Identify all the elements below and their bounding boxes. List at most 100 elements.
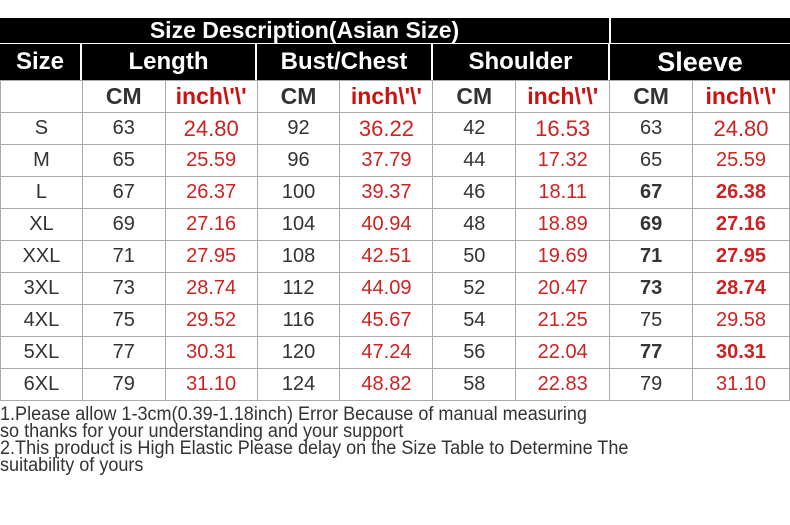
- value-cell: 42.51: [339, 240, 434, 273]
- value-cell: 42: [432, 112, 517, 145]
- value-cell: 104: [256, 208, 341, 241]
- value-cell: 54: [432, 304, 517, 337]
- value-cell: 24.80: [164, 112, 258, 145]
- value-cell: 27.95: [692, 240, 790, 273]
- value-cell: 92: [256, 112, 341, 145]
- value-cell: 31.10: [692, 368, 790, 401]
- value-cell: 18.89: [515, 208, 611, 241]
- size-cell: XXL: [0, 240, 83, 273]
- table-row: XL 69 27.16 104 40.94 48 18.89 69 27.16: [0, 208, 790, 241]
- value-cell: 100: [256, 176, 341, 209]
- value-cell: 37.79: [339, 144, 434, 177]
- value-cell: 24.80: [692, 112, 790, 145]
- table-title: Size Description(Asian Size): [0, 17, 609, 43]
- size-cell: 5XL: [0, 336, 83, 369]
- size-cell: 6XL: [0, 368, 83, 401]
- title-filler: [611, 18, 790, 43]
- value-cell: 31.10: [164, 368, 258, 401]
- value-cell: 29.58: [692, 304, 790, 337]
- value-cell: 67: [81, 176, 166, 209]
- table-row: M 65 25.59 96 37.79 44 17.32 65 25.59: [0, 144, 790, 177]
- value-cell: 77: [81, 336, 166, 369]
- value-cell: 67: [609, 176, 693, 209]
- value-cell: 56: [432, 336, 517, 369]
- value-cell: 75: [609, 304, 693, 337]
- value-cell: 28.74: [164, 272, 258, 305]
- value-cell: 28.74: [692, 272, 790, 305]
- unit-inch: inch\'\': [692, 80, 790, 113]
- value-cell: 36.22: [339, 112, 434, 145]
- unit-inch: inch\'\': [164, 80, 258, 113]
- value-cell: 69: [81, 208, 166, 241]
- size-cell: 3XL: [0, 272, 83, 305]
- header-bust: Bust/Chest: [257, 44, 433, 80]
- value-cell: 73: [81, 272, 166, 305]
- value-cell: 73: [609, 272, 693, 305]
- unit-cm: CM: [609, 80, 693, 113]
- value-cell: 27.16: [164, 208, 258, 241]
- value-cell: 71: [81, 240, 166, 273]
- unit-cell: [0, 80, 83, 113]
- value-cell: 71: [609, 240, 693, 273]
- value-cell: 19.69: [515, 240, 611, 273]
- value-cell: 21.25: [515, 304, 611, 337]
- value-cell: 30.31: [692, 336, 790, 369]
- value-cell: 25.59: [692, 144, 790, 177]
- units-row: CM inch\'\' CM inch\'\' CM inch\'\' CM inch\'\': [0, 80, 790, 113]
- value-cell: 45.67: [339, 304, 434, 337]
- value-cell: 65: [609, 144, 693, 177]
- value-cell: 75: [81, 304, 166, 337]
- note-line: so thanks for your understanding and you…: [0, 421, 404, 442]
- notes: 1.Please allow 1-3cm(0.39-1.18inch) Erro…: [0, 405, 751, 475]
- value-cell: 20.47: [515, 272, 611, 305]
- value-cell: 29.52: [164, 304, 258, 337]
- unit-inch: inch\'\': [339, 80, 434, 113]
- size-cell: 4XL: [0, 304, 83, 337]
- header-sleeve: Sleeve: [610, 44, 790, 80]
- table-row: S 63 24.80 92 36.22 42 16.53 63 24.80: [0, 112, 790, 145]
- value-cell: 96: [256, 144, 341, 177]
- unit-cm: CM: [81, 80, 166, 113]
- value-cell: 46: [432, 176, 517, 209]
- value-cell: 25.59: [164, 144, 258, 177]
- value-cell: 18.11: [515, 176, 611, 209]
- value-cell: 22.04: [515, 336, 611, 369]
- table-row: XXL 71 27.95 108 42.51 50 19.69 71 27.95: [0, 240, 790, 273]
- value-cell: 65: [81, 144, 166, 177]
- table-row: L 67 26.37 100 39.37 46 18.11 67 26.38: [0, 176, 790, 209]
- size-cell: L: [0, 176, 83, 209]
- value-cell: 40.94: [339, 208, 434, 241]
- value-cell: 16.53: [515, 112, 611, 145]
- value-cell: 52: [432, 272, 517, 305]
- value-cell: 26.38: [692, 176, 790, 209]
- value-cell: 120: [256, 336, 341, 369]
- value-cell: 48: [432, 208, 517, 241]
- value-cell: 79: [81, 368, 166, 401]
- value-cell: 77: [609, 336, 693, 369]
- table-row: 6XL 79 31.10 124 48.82 58 22.83 79 31.10: [0, 368, 790, 401]
- unit-cm: CM: [256, 80, 341, 113]
- value-cell: 63: [609, 112, 693, 145]
- value-cell: 44: [432, 144, 517, 177]
- value-cell: 30.31: [164, 336, 258, 369]
- value-cell: 69: [609, 208, 693, 241]
- value-cell: 50: [432, 240, 517, 273]
- value-cell: 58: [432, 368, 517, 401]
- value-cell: 112: [256, 272, 341, 305]
- size-table: CM inch\'\' CM inch\'\' CM inch\'\' CM inch\'\'…: [0, 80, 790, 401]
- size-cell: M: [0, 144, 83, 177]
- value-cell: 44.09: [339, 272, 434, 305]
- value-cell: 63: [81, 112, 166, 145]
- value-cell: 79: [609, 368, 693, 401]
- value-cell: 26.37: [164, 176, 258, 209]
- header-length: Length: [82, 44, 257, 80]
- header-shoulder: Shoulder: [433, 44, 610, 80]
- unit-inch: inch\'\': [515, 80, 611, 113]
- value-cell: 22.83: [515, 368, 611, 401]
- value-cell: 108: [256, 240, 341, 273]
- table-row: 4XL 75 29.52 116 45.67 54 21.25 75 29.58: [0, 304, 790, 337]
- note-line: 2.This product is High Elastic Please de…: [0, 438, 629, 459]
- value-cell: 17.32: [515, 144, 611, 177]
- value-cell: 48.82: [339, 368, 434, 401]
- value-cell: 39.37: [339, 176, 434, 209]
